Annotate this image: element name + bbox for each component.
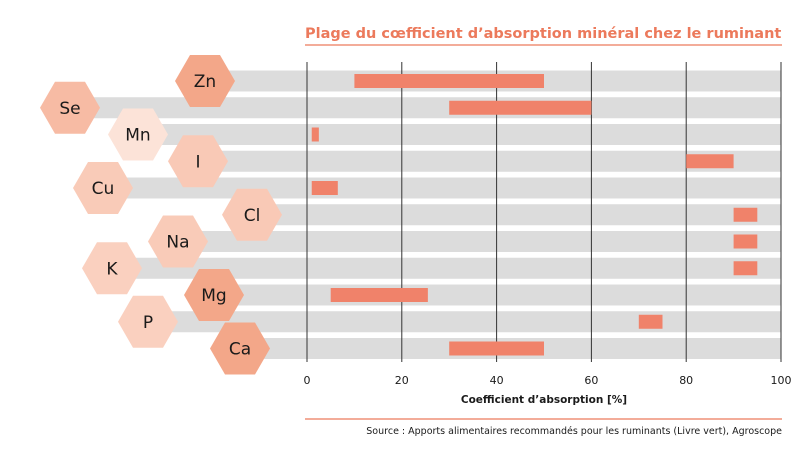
range-bar-p — [638, 314, 663, 329]
element-label: Cl — [244, 206, 261, 226]
range-bar-ca — [449, 341, 544, 356]
row-track — [214, 284, 781, 306]
range-bar-k — [733, 261, 758, 276]
element-label: P — [143, 313, 153, 333]
hexagon-zn — [175, 55, 235, 107]
row-track — [178, 231, 781, 252]
row-track — [70, 97, 781, 119]
x-tick-label: 40 — [490, 374, 504, 387]
hexagon-mg — [184, 269, 244, 321]
element-label: Zn — [194, 72, 216, 92]
range-bar-cl — [733, 207, 758, 222]
hexagon-na — [148, 215, 208, 268]
element-label: Cu — [92, 179, 115, 199]
row-track — [138, 124, 781, 145]
range-bar-mn — [311, 127, 319, 142]
hexagon-i — [168, 135, 228, 188]
hexagon-p — [118, 295, 178, 348]
hexagon-mn — [108, 108, 168, 161]
element-label: Mn — [125, 126, 150, 146]
x-tick-label: 80 — [679, 374, 693, 387]
row-track — [198, 150, 781, 172]
hexagon-cl — [222, 188, 282, 241]
hexagon-ca — [210, 322, 270, 375]
range-bar-se — [449, 100, 592, 115]
element-label: Mg — [201, 286, 226, 306]
row-tracks — [70, 70, 781, 359]
range-bars — [311, 74, 758, 356]
source-note: Source : Apports alimentaires recommandé… — [366, 426, 782, 437]
range-bar-zn — [354, 74, 544, 88]
row-track — [103, 177, 781, 199]
row-track — [112, 257, 781, 279]
element-hexagons: Zn Se Mn I Cu Cl Na K Mg P Ca — [40, 55, 282, 375]
element-label: Se — [59, 99, 80, 119]
element-label: Ca — [229, 340, 251, 360]
x-tick-label: 60 — [584, 374, 598, 387]
row-track — [148, 311, 781, 333]
range-bar-mg — [330, 288, 428, 302]
x-tick-label: 0 — [304, 374, 311, 387]
chart-title: Plage du cœfficient d’absorption minéral… — [305, 26, 781, 42]
range-bar-na — [733, 234, 758, 249]
row-track — [252, 204, 781, 226]
range-bar-cu — [311, 181, 338, 195]
element-label: K — [106, 259, 118, 279]
element-label: Na — [166, 233, 189, 253]
x-axis-label: Coefficient d’absorption [%] — [461, 394, 627, 406]
hexagon-k — [82, 242, 142, 295]
x-tick-label: 20 — [395, 374, 409, 387]
hexagon-cu — [73, 162, 133, 214]
hexagon-se — [40, 81, 100, 134]
x-tick-label: 100 — [771, 374, 792, 387]
range-bar-i — [686, 154, 734, 169]
element-label: I — [195, 152, 200, 172]
x-tick-labels: 0 20 40 60 80 100 — [304, 374, 792, 387]
